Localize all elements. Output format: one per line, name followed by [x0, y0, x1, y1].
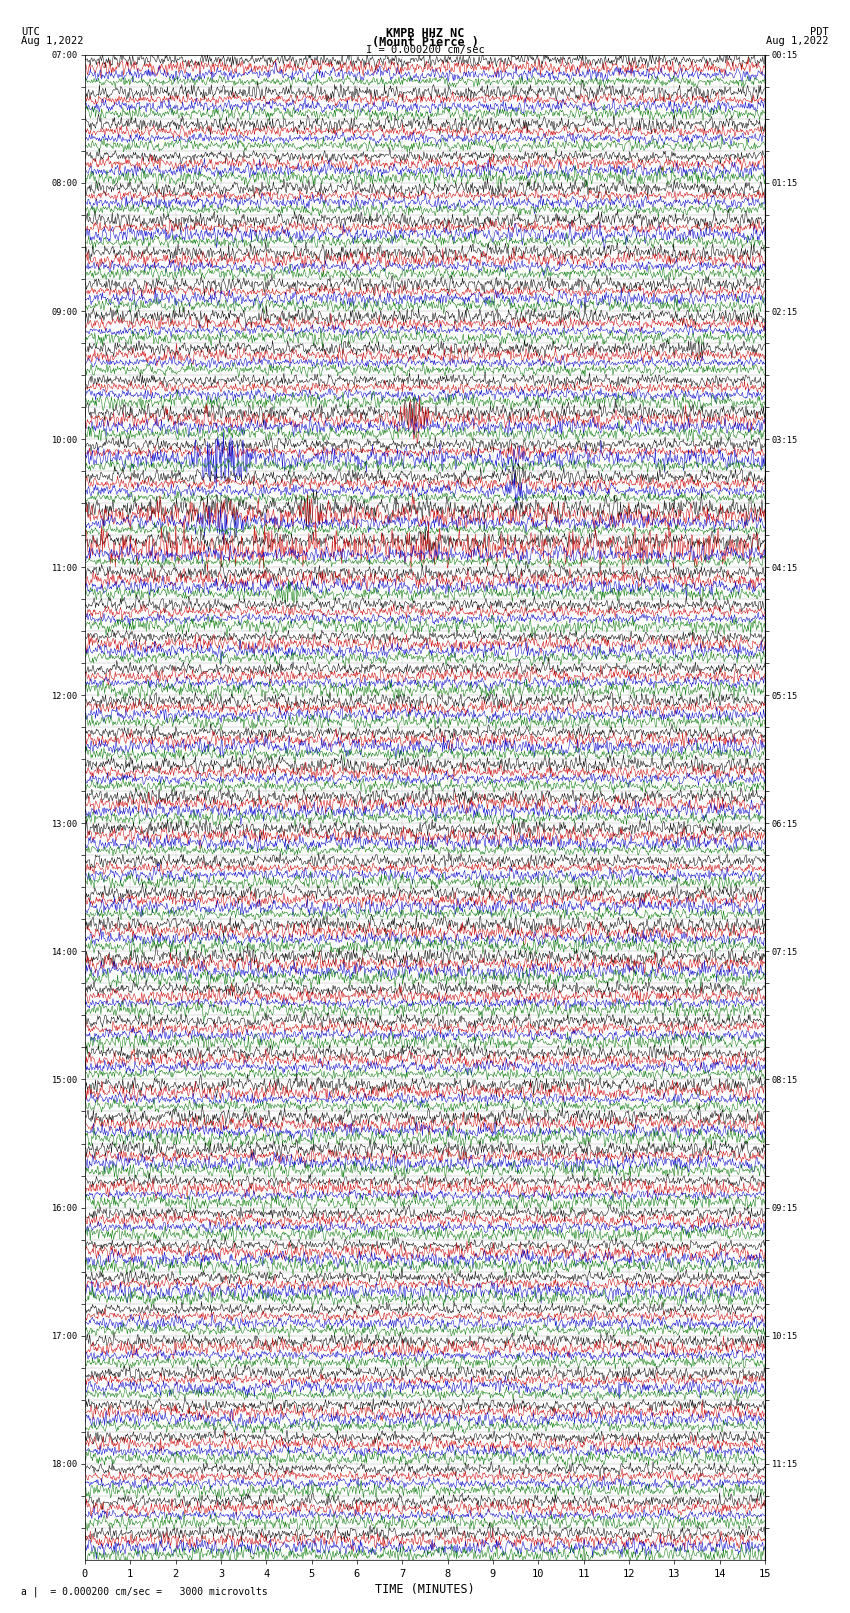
Text: I = 0.000200 cm/sec: I = 0.000200 cm/sec — [366, 45, 484, 55]
Text: PDT: PDT — [810, 26, 829, 37]
Text: a |  = 0.000200 cm/sec =   3000 microvolts: a | = 0.000200 cm/sec = 3000 microvolts — [21, 1586, 268, 1597]
Text: Aug 1,2022: Aug 1,2022 — [21, 35, 84, 45]
Text: UTC: UTC — [21, 26, 40, 37]
Text: KMPB HHZ NC: KMPB HHZ NC — [386, 26, 464, 40]
Text: (Mount Pierce ): (Mount Pierce ) — [371, 37, 479, 50]
X-axis label: TIME (MINUTES): TIME (MINUTES) — [375, 1582, 475, 1595]
Text: Aug 1,2022: Aug 1,2022 — [766, 35, 829, 45]
